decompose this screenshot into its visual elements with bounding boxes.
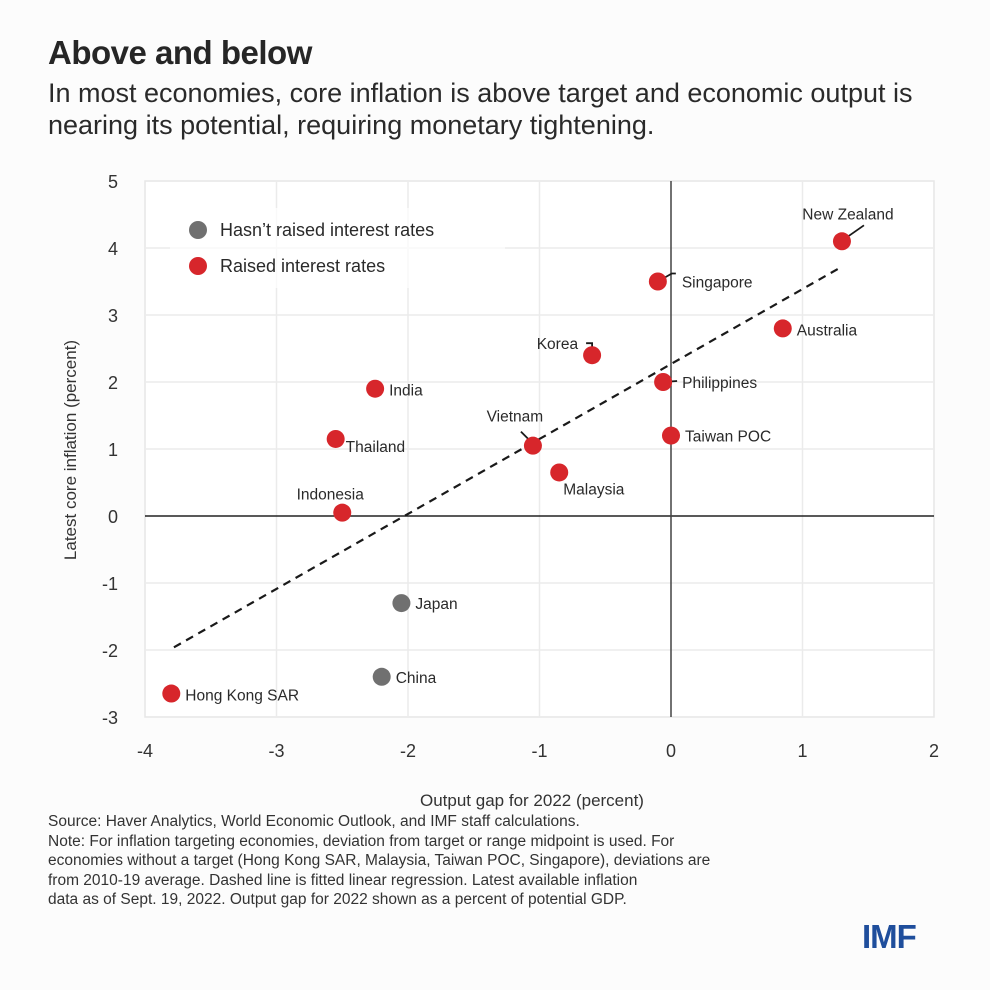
label-india: India	[389, 383, 423, 400]
label-philippines: Philippines	[682, 375, 757, 392]
y-tick-label: -1	[102, 574, 118, 594]
x-tick-label: -2	[400, 741, 416, 761]
y-tick-labels: 5 4 3 2 1 0 -1 -2 -3	[102, 172, 118, 728]
legend-label-raised: Raised interest rates	[220, 256, 385, 276]
label-singapore: Singapore	[682, 275, 753, 292]
legend-marker-not-raised	[189, 221, 207, 239]
y-tick-label: 5	[108, 172, 118, 192]
point-singapore	[648, 272, 667, 291]
x-tick-label: -4	[137, 741, 153, 761]
chart-title: Above and below	[48, 34, 312, 71]
imf-logo: IMF	[862, 918, 917, 955]
note-line: economies without a target (Hong Kong SA…	[48, 852, 711, 869]
label-korea: Korea	[537, 336, 579, 353]
x-axis-label: Output gap for 2022 (percent)	[420, 791, 644, 810]
point-thailand	[326, 429, 345, 448]
legend-background	[170, 208, 505, 288]
y-tick-label: -2	[102, 641, 118, 661]
footnote: Source: Haver Analytics, World Economic …	[48, 812, 848, 910]
x-tick-label: 2	[929, 741, 939, 761]
data-points	[162, 232, 851, 703]
point-new-zealand	[832, 232, 851, 251]
legend-marker-raised	[189, 257, 207, 275]
y-tick-label: -3	[102, 708, 118, 728]
x-tick-label: -1	[531, 741, 547, 761]
point-philippines	[654, 373, 673, 391]
axes	[145, 181, 934, 717]
y-axis-label: Latest core inflation (percent)	[61, 340, 80, 560]
y-tick-label: 3	[108, 306, 118, 326]
x-tick-label: 0	[666, 741, 676, 761]
point-china	[372, 667, 391, 686]
label-japan: Japan	[415, 596, 457, 613]
y-tick-label: 4	[108, 239, 118, 259]
point-india	[366, 379, 385, 398]
note-line: from 2010-19 average. Dashed line is fit…	[48, 871, 638, 889]
label-malaysia: Malaysia	[563, 481, 625, 498]
point-vietnam	[523, 436, 542, 455]
x-tick-labels: -4 -3 -2 -1 0 1 2	[137, 741, 939, 761]
source-line: Source: Haver Analytics, World Economic …	[48, 813, 580, 830]
x-tick-label: 1	[797, 741, 807, 761]
note-line: data as of Sept. 19, 2022. Output gap fo…	[48, 891, 627, 908]
label-vietnam: Vietnam	[487, 409, 544, 426]
label-taiwan-poc: Taiwan POC	[685, 429, 771, 446]
label-new-zealand: New Zealand	[802, 206, 893, 223]
legend-label-not-raised: Hasn’t raised interest rates	[220, 220, 434, 240]
label-hong-kong-sar: Hong Kong SAR	[185, 688, 299, 705]
point-japan	[392, 594, 411, 613]
regression-line	[173, 267, 840, 649]
chart-subtitle: In most economies, core inflation is abo…	[48, 78, 913, 140]
label-indonesia: Indonesia	[297, 487, 365, 504]
label-china: China	[396, 670, 437, 687]
note-line: Note: For inflation targeting economies,…	[48, 832, 675, 850]
point-taiwan-poc	[662, 426, 680, 445]
label-thailand: Thailand	[346, 439, 405, 456]
point-korea	[583, 346, 602, 365]
label-australia: Australia	[797, 322, 858, 339]
y-tick-label: 2	[108, 373, 118, 393]
y-tick-label: 0	[108, 507, 118, 527]
point-indonesia	[333, 503, 352, 522]
regression-dashed-line	[173, 267, 840, 649]
point-malaysia	[550, 463, 569, 482]
point-australia	[773, 319, 792, 338]
point-labels: New Zealand Singapore Australia Korea Philip…	[185, 206, 893, 704]
point-hong-kong-sar	[162, 684, 181, 703]
y-tick-label: 1	[108, 440, 118, 460]
legend: Hasn’t raised interest rates Raised inte…	[170, 208, 505, 288]
x-tick-label: -3	[268, 741, 284, 761]
